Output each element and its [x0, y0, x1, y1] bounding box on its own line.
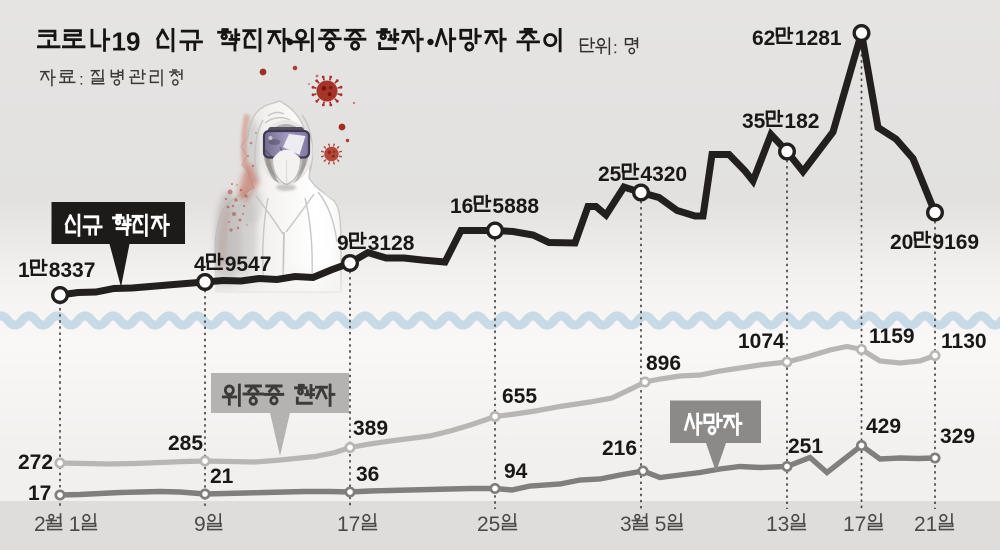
svg-text:8337: 8337 — [49, 259, 96, 282]
svg-text:272: 272 — [18, 451, 53, 474]
svg-text:429: 429 — [866, 415, 901, 438]
svg-text:20: 20 — [890, 231, 913, 254]
svg-text:35: 35 — [742, 110, 766, 133]
svg-text:1130: 1130 — [941, 330, 987, 353]
svg-text:5: 5 — [655, 513, 667, 536]
svg-text:19: 19 — [112, 27, 141, 57]
svg-text:1: 1 — [69, 513, 81, 536]
svg-text:4320: 4320 — [640, 163, 687, 186]
svg-text:1159: 1159 — [869, 325, 915, 348]
svg-text:3128: 3128 — [368, 232, 415, 255]
svg-text:329: 329 — [940, 425, 975, 448]
svg-text:1281: 1281 — [795, 27, 842, 50]
svg-text:896: 896 — [646, 352, 681, 375]
svg-text:21: 21 — [210, 465, 234, 488]
svg-text:655: 655 — [502, 385, 537, 408]
svg-text:182: 182 — [784, 110, 819, 133]
svg-text:2: 2 — [34, 513, 46, 536]
svg-text:17: 17 — [28, 482, 51, 505]
svg-text:9547: 9547 — [225, 253, 272, 276]
svg-text:25: 25 — [598, 163, 622, 186]
svg-text:17: 17 — [337, 513, 360, 536]
svg-text:251: 251 — [788, 435, 823, 458]
svg-text:9: 9 — [337, 232, 349, 255]
svg-text:285: 285 — [168, 432, 203, 455]
svg-text:13: 13 — [766, 513, 789, 536]
svg-text:4: 4 — [194, 253, 206, 276]
svg-text:21: 21 — [914, 513, 937, 536]
svg-text:5888: 5888 — [492, 195, 539, 218]
svg-text:216: 216 — [602, 437, 637, 460]
svg-text:3: 3 — [620, 513, 632, 536]
svg-text:16: 16 — [450, 195, 473, 218]
svg-text:9169: 9169 — [932, 231, 979, 254]
svg-text:9: 9 — [194, 513, 206, 536]
svg-text:25: 25 — [477, 513, 500, 536]
svg-text:62: 62 — [752, 27, 775, 50]
svg-text:1: 1 — [18, 259, 30, 282]
svg-text:36: 36 — [356, 463, 379, 486]
svg-text:17: 17 — [843, 513, 866, 536]
svg-text:94: 94 — [504, 460, 528, 483]
svg-text:1074: 1074 — [738, 330, 785, 353]
svg-text:389: 389 — [353, 417, 388, 440]
